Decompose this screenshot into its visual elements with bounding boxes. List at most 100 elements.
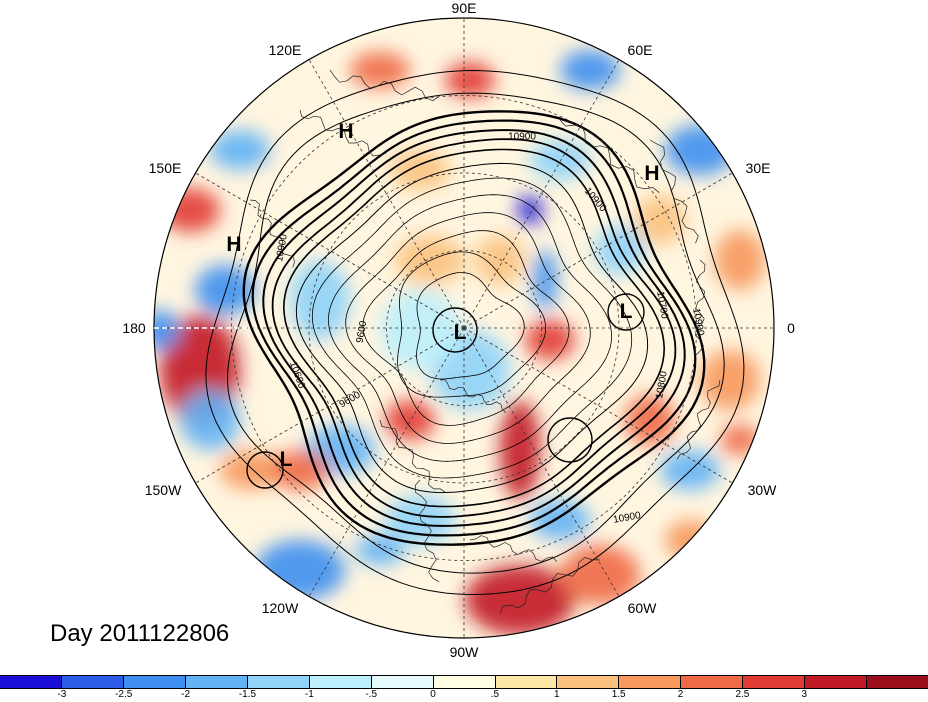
- colorbar-swatch: [247, 676, 310, 688]
- anomaly-blob: [195, 265, 255, 315]
- coastline: [329, 69, 440, 102]
- colorbar: [0, 675, 928, 689]
- colorbar-swatch: [61, 676, 124, 688]
- coastline: [299, 109, 387, 157]
- colorbar-tick-label: 2: [677, 689, 684, 700]
- colorbar-swatch: [309, 676, 372, 688]
- longitude-label-120w: 120W: [261, 600, 299, 616]
- anomaly-blob: [465, 565, 575, 635]
- longitude-label-30w: 30W: [747, 482, 777, 498]
- colorbar-tick-label: -2.5: [115, 689, 133, 700]
- colorbar-tick-label: 0: [430, 689, 436, 700]
- colorbar-swatch: [433, 676, 496, 688]
- high-pressure-label: H: [226, 233, 242, 256]
- coastline: [559, 119, 660, 193]
- coastline: [379, 419, 446, 493]
- anomaly-blob: [160, 188, 220, 232]
- latitude-circle: [231, 95, 697, 561]
- meridian-line: [463, 172, 733, 329]
- anomaly-blob: [180, 390, 240, 450]
- anomaly-blob: [270, 450, 330, 490]
- anomaly-blob: [715, 230, 765, 290]
- latitude-circle: [308, 172, 620, 484]
- map-title: Day 2011122806: [50, 620, 230, 647]
- colorbar-swatch: [743, 676, 806, 688]
- meridian-line: [463, 327, 620, 597]
- high-pressure-label: H: [644, 162, 660, 185]
- anomaly-blob: [154, 310, 180, 350]
- colorbar-tick-label: 2.5: [735, 689, 750, 700]
- height-contour: [295, 162, 649, 494]
- coastline: [249, 199, 295, 268]
- colorbar-swatch: [123, 676, 186, 688]
- anomaly-blob: [665, 125, 735, 175]
- anomaly-blob: [210, 130, 270, 170]
- anomaly-blob: [660, 450, 720, 490]
- colorbar-swatch: [619, 676, 682, 688]
- closed-contour: [607, 293, 645, 331]
- height-contour: [262, 129, 686, 527]
- low-pressure-label: L: [619, 300, 633, 323]
- anomaly-blob: [560, 545, 640, 605]
- coastline: [414, 479, 440, 583]
- anomaly-blob: [560, 50, 620, 90]
- longitude-label-180: 180: [122, 320, 146, 336]
- coastline: [676, 379, 721, 460]
- colorbar-swatch: [371, 676, 434, 688]
- meridian-line: [463, 327, 733, 484]
- high-pressure-label: H: [338, 120, 354, 143]
- colorbar-swatch: [681, 676, 744, 688]
- low-pressure-label: L: [453, 321, 467, 344]
- meridian-line: [308, 327, 465, 597]
- meridian-line: [195, 327, 465, 484]
- closed-contour: [547, 417, 593, 463]
- anomaly-blob: [390, 150, 450, 190]
- anomaly-blob: [475, 235, 525, 285]
- colorbar-swatch: [805, 676, 868, 688]
- meridian-line: [308, 59, 465, 329]
- colorbar-swatch: [185, 676, 248, 688]
- longitude-label-30e: 30E: [745, 160, 771, 176]
- height-contour: [345, 212, 591, 444]
- anomaly-blob: [700, 350, 760, 410]
- colorbar-swatch: [867, 676, 928, 688]
- colorbar-tick-label: 3: [801, 689, 808, 700]
- longitude-label-120e: 120E: [268, 42, 302, 58]
- closed-contour: [246, 451, 284, 489]
- colorbar-tick-label: .5: [490, 689, 500, 700]
- longitude-label-150e: 150E: [148, 160, 182, 176]
- longitude-label-90e: 90E: [451, 0, 477, 16]
- height-contour: [362, 230, 570, 426]
- latitude-circle: [386, 250, 542, 406]
- anomaly-blob: [355, 535, 405, 565]
- colorbar-tick-label: -2: [181, 689, 191, 700]
- colorbar-tick-label: -.5: [365, 689, 378, 700]
- longitude-label-90w: 90W: [449, 644, 479, 660]
- colorbar-swatch: [495, 676, 558, 688]
- colorbar-tick-label: 1.5: [611, 689, 626, 700]
- colorbar-swatch: [557, 676, 620, 688]
- anomaly-blob: [445, 62, 495, 98]
- anomaly-blob: [530, 140, 590, 180]
- coastline: [439, 379, 506, 413]
- coastline: [499, 557, 601, 614]
- height-contours: [205, 69, 745, 614]
- colorbar-tick-label: -3: [57, 689, 67, 700]
- longitude-label-60e: 60E: [627, 42, 653, 58]
- anomaly-blob: [350, 52, 410, 88]
- anomaly-blob: [530, 500, 590, 540]
- longitude-label-60w: 60W: [627, 600, 657, 616]
- meridian-line: [195, 172, 465, 329]
- low-pressure-label: L: [279, 448, 293, 471]
- colorbar-tick-label: -1: [304, 689, 314, 700]
- coastline: [649, 139, 699, 244]
- anomaly-blob: [533, 250, 557, 310]
- anomaly-blob: [518, 195, 542, 225]
- anomaly-blob: [500, 400, 540, 500]
- anomaly-blob: [395, 235, 465, 285]
- coastline: [469, 535, 557, 562]
- colorbar-swatch: [0, 676, 62, 688]
- colorbar-tick-label: 1: [554, 689, 560, 700]
- colorbar-tick-labels: -3 -2.5 -2 -1.5 -1 -.5 0 .5 1 1.5 2 2.5 3: [0, 689, 928, 702]
